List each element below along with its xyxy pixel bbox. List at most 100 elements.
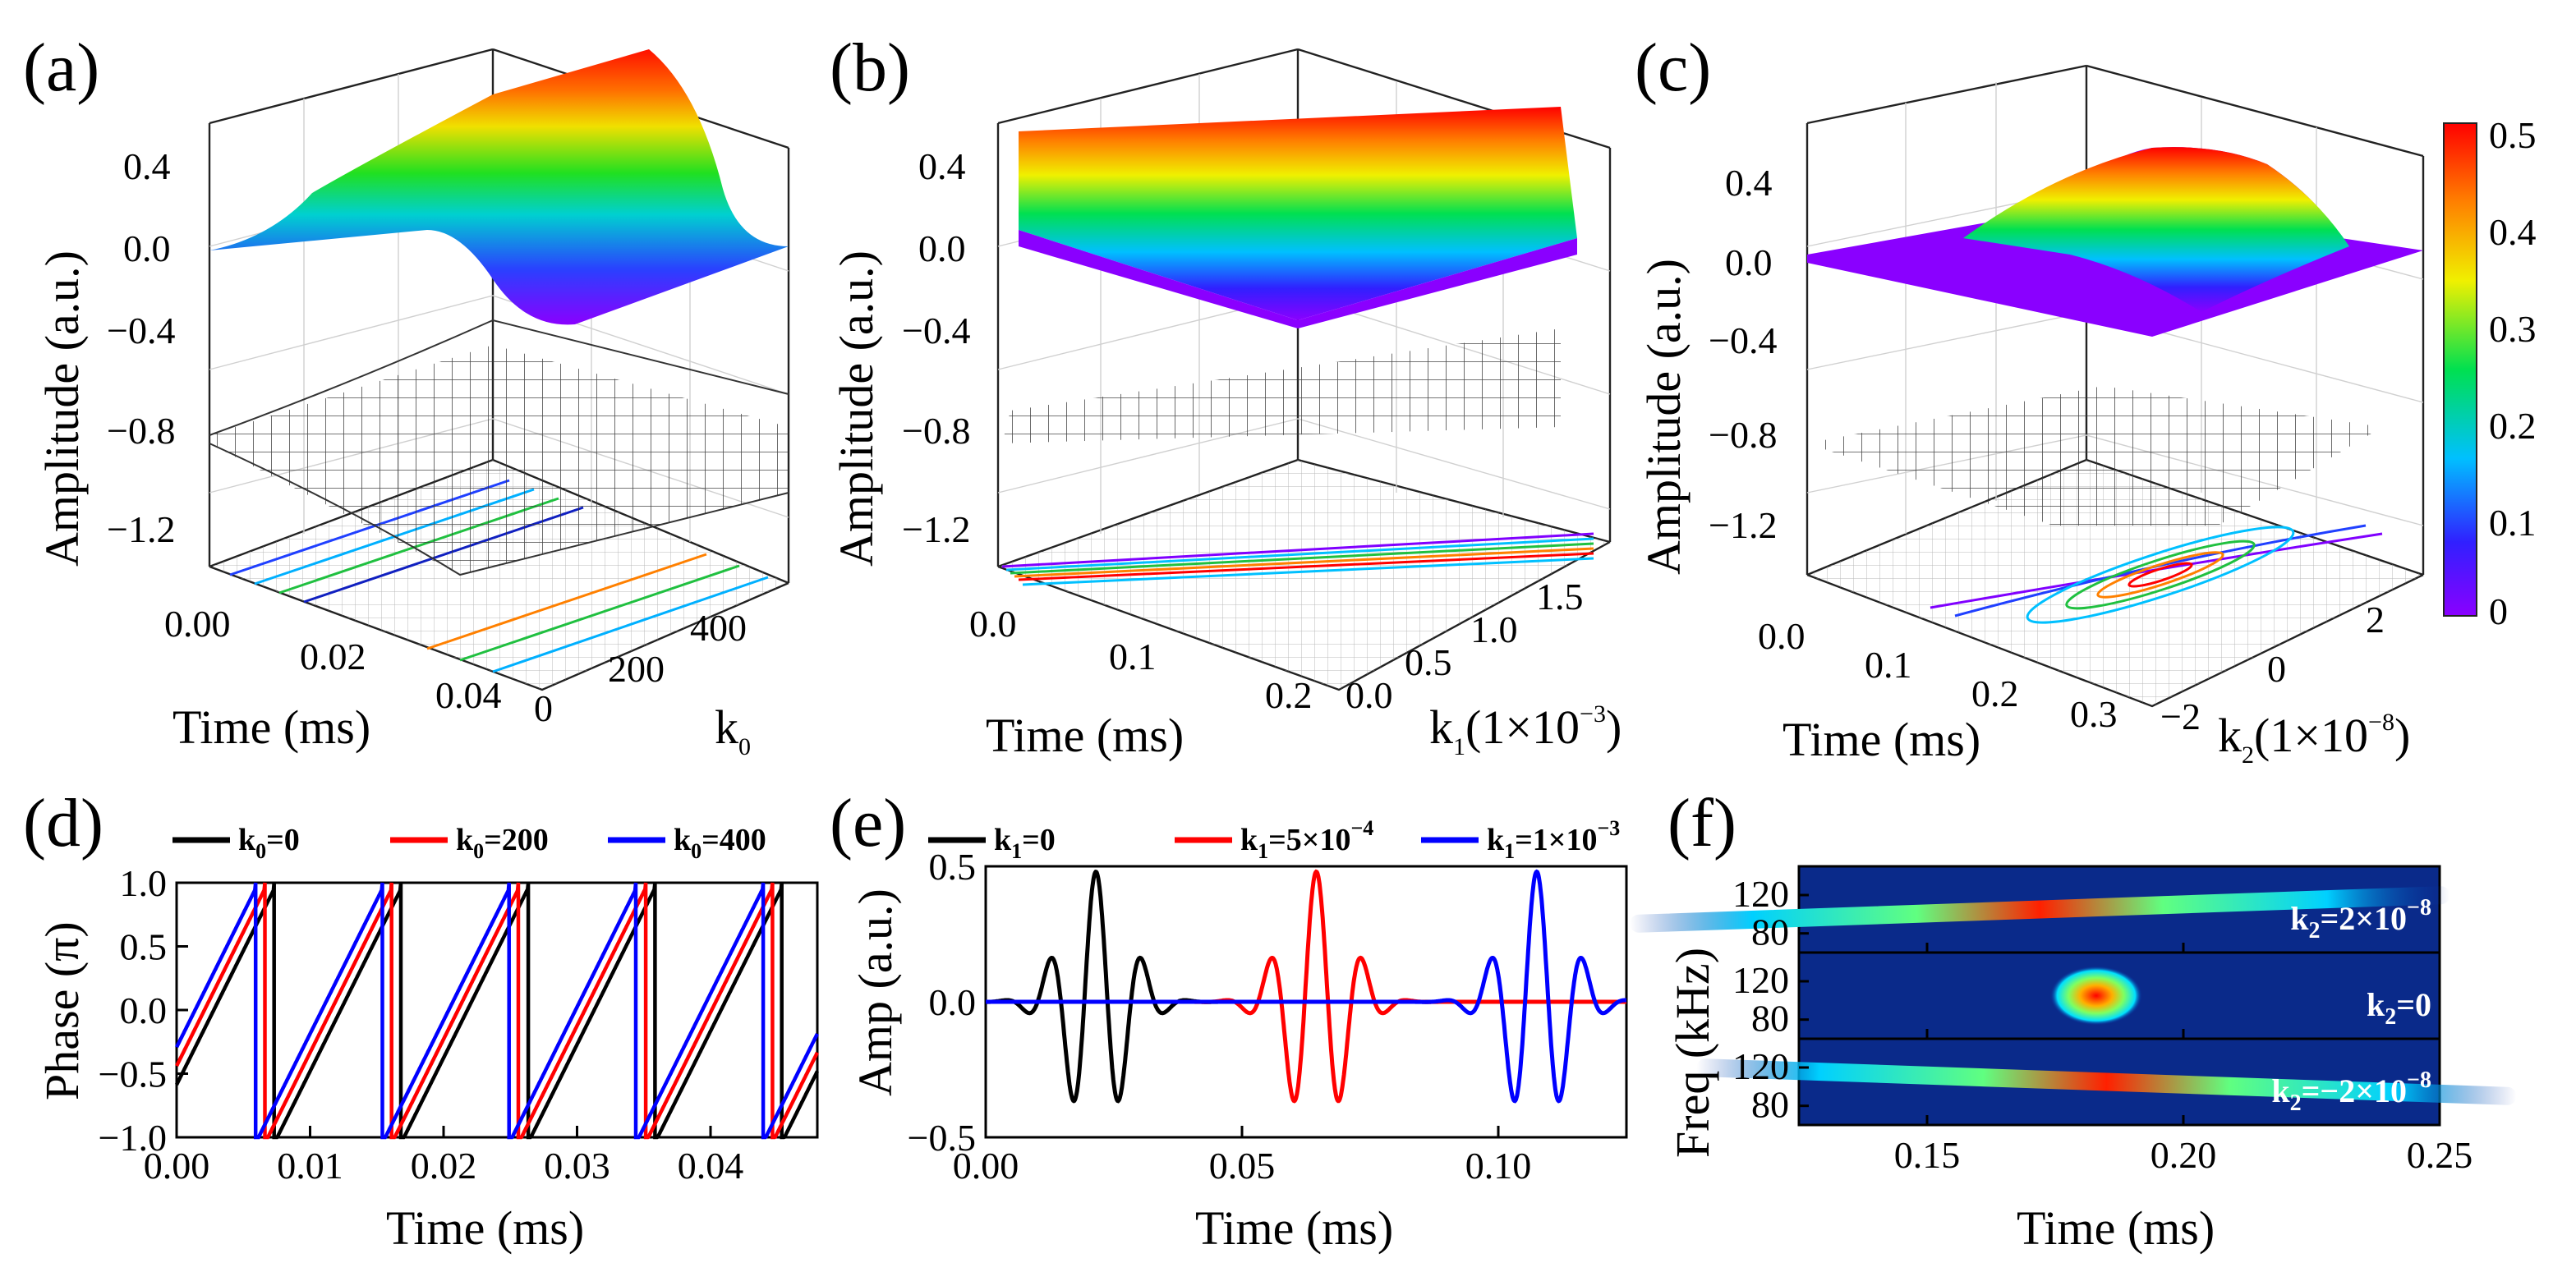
panel-d-ytick-label-4: 1.0 xyxy=(120,862,168,904)
panel-e-ytick-label-2: 0.5 xyxy=(929,846,977,888)
panel-e-label: (e) xyxy=(830,785,906,861)
svg-text:0.3: 0.3 xyxy=(2070,693,2118,735)
panel-e-legend: k1=0 k1=5×10−4 k1=1×10−3 xyxy=(928,816,1620,863)
svg-text:0.0: 0.0 xyxy=(969,603,1017,645)
panel-e-legend-label-1: k1=5×10−4 xyxy=(1240,816,1373,863)
panel-d-series-1 xyxy=(175,882,819,1140)
svg-text:0: 0 xyxy=(534,687,553,729)
svg-text:−1.2: −1.2 xyxy=(107,508,175,550)
panel-e-xlabel: Time (ms) xyxy=(1195,1201,1393,1255)
panel-d-ytick-label-0: −1.0 xyxy=(99,1117,167,1159)
svg-text:−0.8: −0.8 xyxy=(902,410,970,452)
svg-text:0.2: 0.2 xyxy=(1971,673,2019,714)
panel-e-xtick-label-1: 0.05 xyxy=(1209,1145,1276,1187)
svg-text:0.5: 0.5 xyxy=(1405,641,1452,683)
panel-f-ylabel: Freq (kHz) xyxy=(1666,948,1719,1158)
colorbar-gradient xyxy=(2443,122,2477,617)
svg-text:0.04: 0.04 xyxy=(435,674,502,716)
panel-b-xlabel: Time (ms) xyxy=(986,709,1184,762)
svg-text:0.3: 0.3 xyxy=(2489,308,2537,350)
panel-a-mesh-surface xyxy=(209,345,789,575)
svg-text:0.0: 0.0 xyxy=(1725,241,1773,283)
svg-text:−0.4: −0.4 xyxy=(1709,319,1777,361)
panel-f-xtick-label-1: 0.20 xyxy=(2150,1134,2217,1176)
panel-e-ytick-label-0: −0.5 xyxy=(908,1117,976,1159)
panel-f-plot: 80120k2=2×10−880120k2=080120k2=−2×10−80.… xyxy=(1630,865,2517,1176)
panel-f-xtick-label-2: 0.25 xyxy=(2407,1134,2473,1176)
svg-text:1.5: 1.5 xyxy=(1536,576,1584,618)
svg-text:200: 200 xyxy=(608,648,665,690)
svg-text:0.4: 0.4 xyxy=(123,145,171,187)
svg-text:0: 0 xyxy=(2267,648,2286,690)
panel-d-ytick-label-2: 0.0 xyxy=(120,989,168,1031)
svg-text:−2: −2 xyxy=(2160,696,2201,737)
panel-b-floor-contours xyxy=(1001,532,1594,586)
svg-text:0.0: 0.0 xyxy=(123,227,171,269)
svg-text:0.4: 0.4 xyxy=(2489,211,2537,253)
panel-d-label: (d) xyxy=(23,785,104,861)
panel-f-ytick-label-1-1: 120 xyxy=(1732,959,1789,1001)
svg-text:0.00: 0.00 xyxy=(164,603,231,645)
panel-d-series-0 xyxy=(174,882,820,1140)
svg-text:0.4: 0.4 xyxy=(918,145,966,187)
colorbar: 0.5 0.4 0.3 0.2 0.1 0 xyxy=(2443,114,2537,632)
svg-text:0.1: 0.1 xyxy=(1109,636,1157,677)
panel-d-xtick-label-0: 0.00 xyxy=(144,1145,210,1187)
panel-d-legend-label-1: k0=200 xyxy=(456,823,549,863)
panel-f-xlabel: Time (ms) xyxy=(2017,1201,2215,1255)
svg-text:0.1: 0.1 xyxy=(1865,644,1912,686)
panel-b: (b) 0.4 0.0 −0.4 −0.8 −1.2 Amplitude (a.… xyxy=(830,30,1622,762)
panel-c-color-surface xyxy=(1963,147,2349,312)
panel-c-mesh-surface xyxy=(1807,386,2382,526)
panel-f-label: (f) xyxy=(1668,785,1736,861)
panel-a-zticks: 0.4 0.0 −0.4 −0.8 −1.2 xyxy=(107,145,175,550)
panel-d-xtick-label-3: 0.03 xyxy=(544,1145,610,1187)
panel-f-row-label-2: k2=−2×10−8 xyxy=(2271,1068,2431,1116)
svg-text:400: 400 xyxy=(690,607,747,649)
panel-e-xtick-label-2: 0.10 xyxy=(1465,1145,1532,1187)
panel-f-blob-1 xyxy=(2049,966,2142,1026)
panel-f-ytick-label-2-1: 120 xyxy=(1732,1045,1789,1087)
svg-text:0.2: 0.2 xyxy=(1265,674,1313,716)
svg-text:0.4: 0.4 xyxy=(1725,162,1773,204)
panel-d-xtick-label-1: 0.01 xyxy=(277,1145,343,1187)
panel-a: (a) 0.4 0.0 −0.4 −0.8 −1.2 A xyxy=(23,30,790,760)
panel-f-stripe-2 xyxy=(1696,1058,2517,1105)
panel-e-ytick-label-1: 0.0 xyxy=(929,981,977,1023)
panel-f: (f) 80120k2=2×10−880120k2=080120k2=−2×10… xyxy=(1630,785,2517,1255)
panel-e-legend-label-2: k1=1×10−3 xyxy=(1487,816,1620,863)
panel-f-xtick-label-0: 0.15 xyxy=(1894,1134,1961,1176)
panel-c-zticks: 0.4 0.0 −0.4 −0.8 −1.2 xyxy=(1709,162,1777,546)
panel-a-yticks: 0 200 400 xyxy=(534,607,747,729)
panel-b-zticks: 0.4 0.0 −0.4 −0.8 −1.2 xyxy=(902,145,970,550)
panel-c: (c) 0.4 0.0 −0.4 −0.8 −1.2 Amplitude (a.… xyxy=(1635,30,2537,769)
panel-f-stripe-0 xyxy=(1630,886,2450,933)
panel-b-xticks: 0.0 0.1 0.2 xyxy=(969,603,1313,716)
panel-f-ytick-label-0-0: 80 xyxy=(1751,911,1789,953)
panel-b-zlabel: Amplitude (a.u.) xyxy=(830,250,883,567)
panel-a-color-surface xyxy=(209,49,789,325)
panel-c-xticks: 0.0 0.1 0.2 0.3 xyxy=(1758,615,2118,735)
panel-d-ylabel: Phase (π) xyxy=(35,921,89,1100)
panel-e-series-2 xyxy=(986,869,1626,1104)
panel-b-color-surface xyxy=(1019,107,1577,320)
panel-a-label: (a) xyxy=(23,30,99,106)
panel-d-legend-label-0: k0=0 xyxy=(238,823,300,863)
panel-f-row-label-1: k2=0 xyxy=(2367,986,2431,1030)
panel-d-legend-label-2: k0=400 xyxy=(674,823,766,863)
panel-c-label: (c) xyxy=(1635,30,1711,106)
panel-c-yticks: −2 0 2 xyxy=(2160,599,2385,737)
panel-e: (e) k1=0 k1=5×10−4 k1=1×10−3 0.00 0.05 0.10 −… xyxy=(830,785,1628,1255)
panel-b-ylabel: k1(1×10−3) xyxy=(1429,700,1622,760)
panel-b-label: (b) xyxy=(830,30,910,106)
svg-text:−0.8: −0.8 xyxy=(1709,414,1777,456)
panel-f-row-label-0: k2=2×10−8 xyxy=(2290,895,2431,944)
svg-text:0.5: 0.5 xyxy=(2489,114,2537,156)
panel-c-zlabel: Amplitude (a.u.) xyxy=(1637,259,1690,575)
panel-b-mesh-surface xyxy=(1002,328,1561,443)
svg-text:2: 2 xyxy=(2366,599,2385,640)
svg-text:−1.2: −1.2 xyxy=(1709,504,1777,546)
panel-f-ytick-label-2-0: 80 xyxy=(1751,1084,1789,1126)
panel-a-xlabel: Time (ms) xyxy=(172,700,370,754)
